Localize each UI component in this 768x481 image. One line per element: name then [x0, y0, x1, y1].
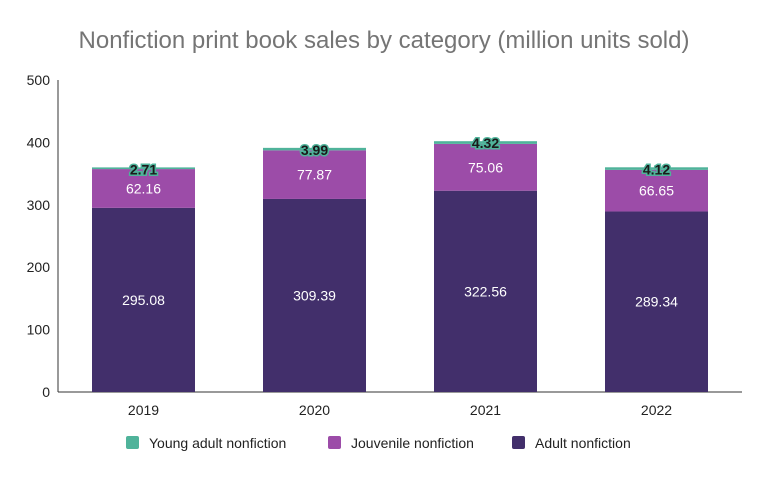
- bar-segment: [263, 147, 366, 151]
- data-label: 62.16: [126, 180, 161, 196]
- data-label: 322.56: [464, 283, 507, 299]
- data-label: 66.65: [639, 183, 674, 199]
- legend-label: Jouvenile nonfiction: [351, 435, 474, 451]
- data-label: 309.39: [293, 287, 336, 303]
- bar-segment: [92, 169, 195, 208]
- y-tick-label: 500: [27, 72, 51, 88]
- y-tick-label: 100: [27, 322, 51, 338]
- legend-swatch: [512, 436, 525, 449]
- data-label: 2.71: [130, 161, 157, 177]
- bar-segment: [434, 190, 537, 392]
- x-tick-label: 2020: [299, 402, 330, 418]
- bar-segment: [92, 167, 195, 170]
- y-tick-label: 400: [27, 134, 51, 150]
- data-label: 75.06: [468, 159, 503, 175]
- bar-segment: [92, 207, 195, 392]
- legend-swatch: [328, 436, 341, 449]
- data-label: 4.12: [643, 161, 670, 177]
- x-tick-label: 2019: [128, 402, 159, 418]
- bar-segment: [434, 141, 537, 144]
- data-label: 289.34: [635, 294, 678, 310]
- y-tick-label: 200: [27, 259, 51, 275]
- chart-title: Nonfiction print book sales by category …: [79, 27, 690, 54]
- bar-segment: [263, 150, 366, 199]
- data-label: 295.08: [122, 292, 165, 308]
- bar-segment: [263, 198, 366, 392]
- y-tick-label: 300: [27, 197, 51, 213]
- data-label: 77.87: [297, 167, 332, 183]
- legend-label: Adult nonfiction: [535, 435, 631, 451]
- data-label: 4.32: [472, 135, 499, 151]
- y-tick-label: 0: [42, 384, 50, 400]
- x-tick-label: 2022: [641, 402, 672, 418]
- data-label: 3.99: [301, 142, 328, 158]
- x-tick-label: 2021: [470, 402, 501, 418]
- bar-segment: [434, 143, 537, 191]
- bar-segment: [605, 211, 708, 392]
- legend-label: Young adult nonfiction: [149, 435, 286, 451]
- bar-segment: [605, 169, 708, 212]
- legend-swatch: [126, 436, 139, 449]
- bar-segment: [605, 167, 708, 170]
